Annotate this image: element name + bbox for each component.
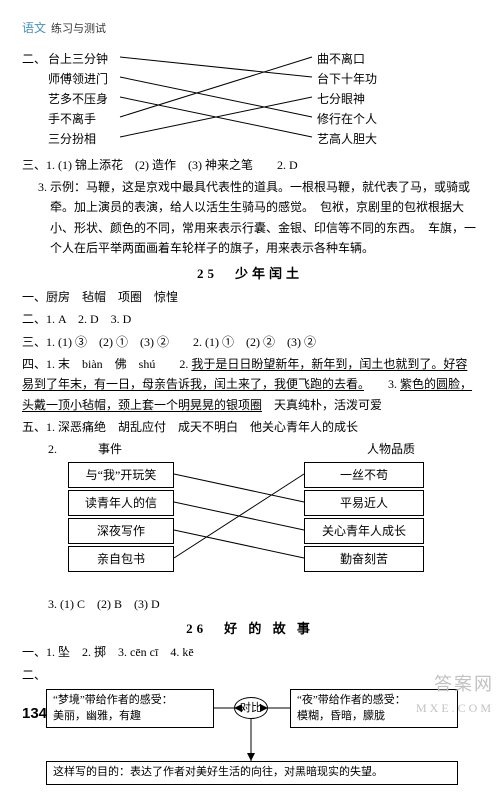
sec3-label: 三、: [22, 158, 46, 172]
label: 三、: [22, 335, 46, 349]
table-match-block: 与“我”开玩笑 读青年人的信 深夜写作 亲自包书 一丝不苟 平易近人 关心青年人…: [22, 462, 478, 592]
text-c: 天真纯朴，活泼可爱: [262, 398, 382, 412]
l25-3: 三、1. (1) ③ (2) ① (3) ② 2. (1) ① (2) ② (3…: [22, 332, 478, 352]
tbl-lines: [22, 462, 478, 582]
page-header: 语文 练习与测试: [22, 18, 478, 39]
l25-2: 二、1. A 2. D 3. D: [22, 309, 478, 329]
tbl-after: 3. (1) C (2) B (3) D: [22, 594, 478, 614]
l25-4: 四、1. 末 biàn 佛 shú 2. 我于是日日盼望新年，新年到，闰土也就到…: [22, 354, 478, 415]
contrast-diagram: “梦境”带给作者的感受： 美丽，幽雅，有趣 对比 “夜”带给作者的感受： 模糊，…: [22, 689, 478, 799]
sec3-para: 3. 示例：马鞭，这是京戏中最具代表性的道具。一根根马鞭，就代表了马，或骑或牵。…: [22, 177, 478, 259]
page-number: 134: [22, 701, 47, 727]
tbl-head-l: 事件: [60, 439, 160, 459]
subject: 语文: [22, 21, 46, 35]
sec3-line1: 三、1. (1) 锦上添花 (2) 造作 (3) 神来之笔 2. D: [22, 155, 478, 175]
l26-2: 二、: [22, 665, 478, 685]
matching-block-1: 二、 台上三分钟 师傅领进门 艺多不压身 手不离手 三分扮相 曲不离口 台下十年…: [22, 49, 478, 151]
l25-5: 五、1. 深恶痛绝 胡乱应付 成天不明白 他关心青年人的成长: [22, 417, 478, 437]
tbl-head-r: 人物品质: [336, 439, 446, 459]
match-lines: [22, 49, 478, 149]
label: 二、: [22, 668, 46, 682]
text: 1. (1) ③ (2) ① (3) ② 2. (1) ① (2) ② (3) …: [46, 335, 316, 349]
header-title: 练习与测试: [51, 23, 106, 35]
text: 1. 坠 2. 掷 3. cēn cī 4. kē: [46, 645, 194, 659]
text-a: 1. 末 biàn 佛 shú 2.: [46, 357, 191, 371]
l25-1: 一、厨房 毡帽 项圈 惊惶: [22, 287, 478, 307]
label: 五、: [22, 420, 46, 434]
l26-1: 一、1. 坠 2. 掷 3. cēn cī 4. kē: [22, 642, 478, 662]
title-25: 25 少年闰土: [22, 263, 478, 285]
label: 一、: [22, 645, 46, 659]
text: 1. A 2. D 3. D: [46, 312, 131, 326]
label: 二、: [22, 312, 46, 326]
title-26: 26 好 的 故 事: [22, 618, 478, 640]
diag-lines: [22, 689, 478, 799]
text-b: 3.: [364, 377, 400, 391]
tbl-row-2: 2. 事件 人物品质: [22, 439, 478, 459]
label: 一、: [22, 290, 46, 304]
text: 1. 深恶痛绝 胡乱应付 成天不明白 他关心青年人的成长: [46, 420, 358, 434]
label: 四、: [22, 357, 46, 371]
sec3-l1: 1. (1) 锦上添花 (2) 造作 (3) 神来之笔 2. D: [46, 158, 298, 172]
text: 厨房 毡帽 项圈 惊惶: [46, 290, 178, 304]
